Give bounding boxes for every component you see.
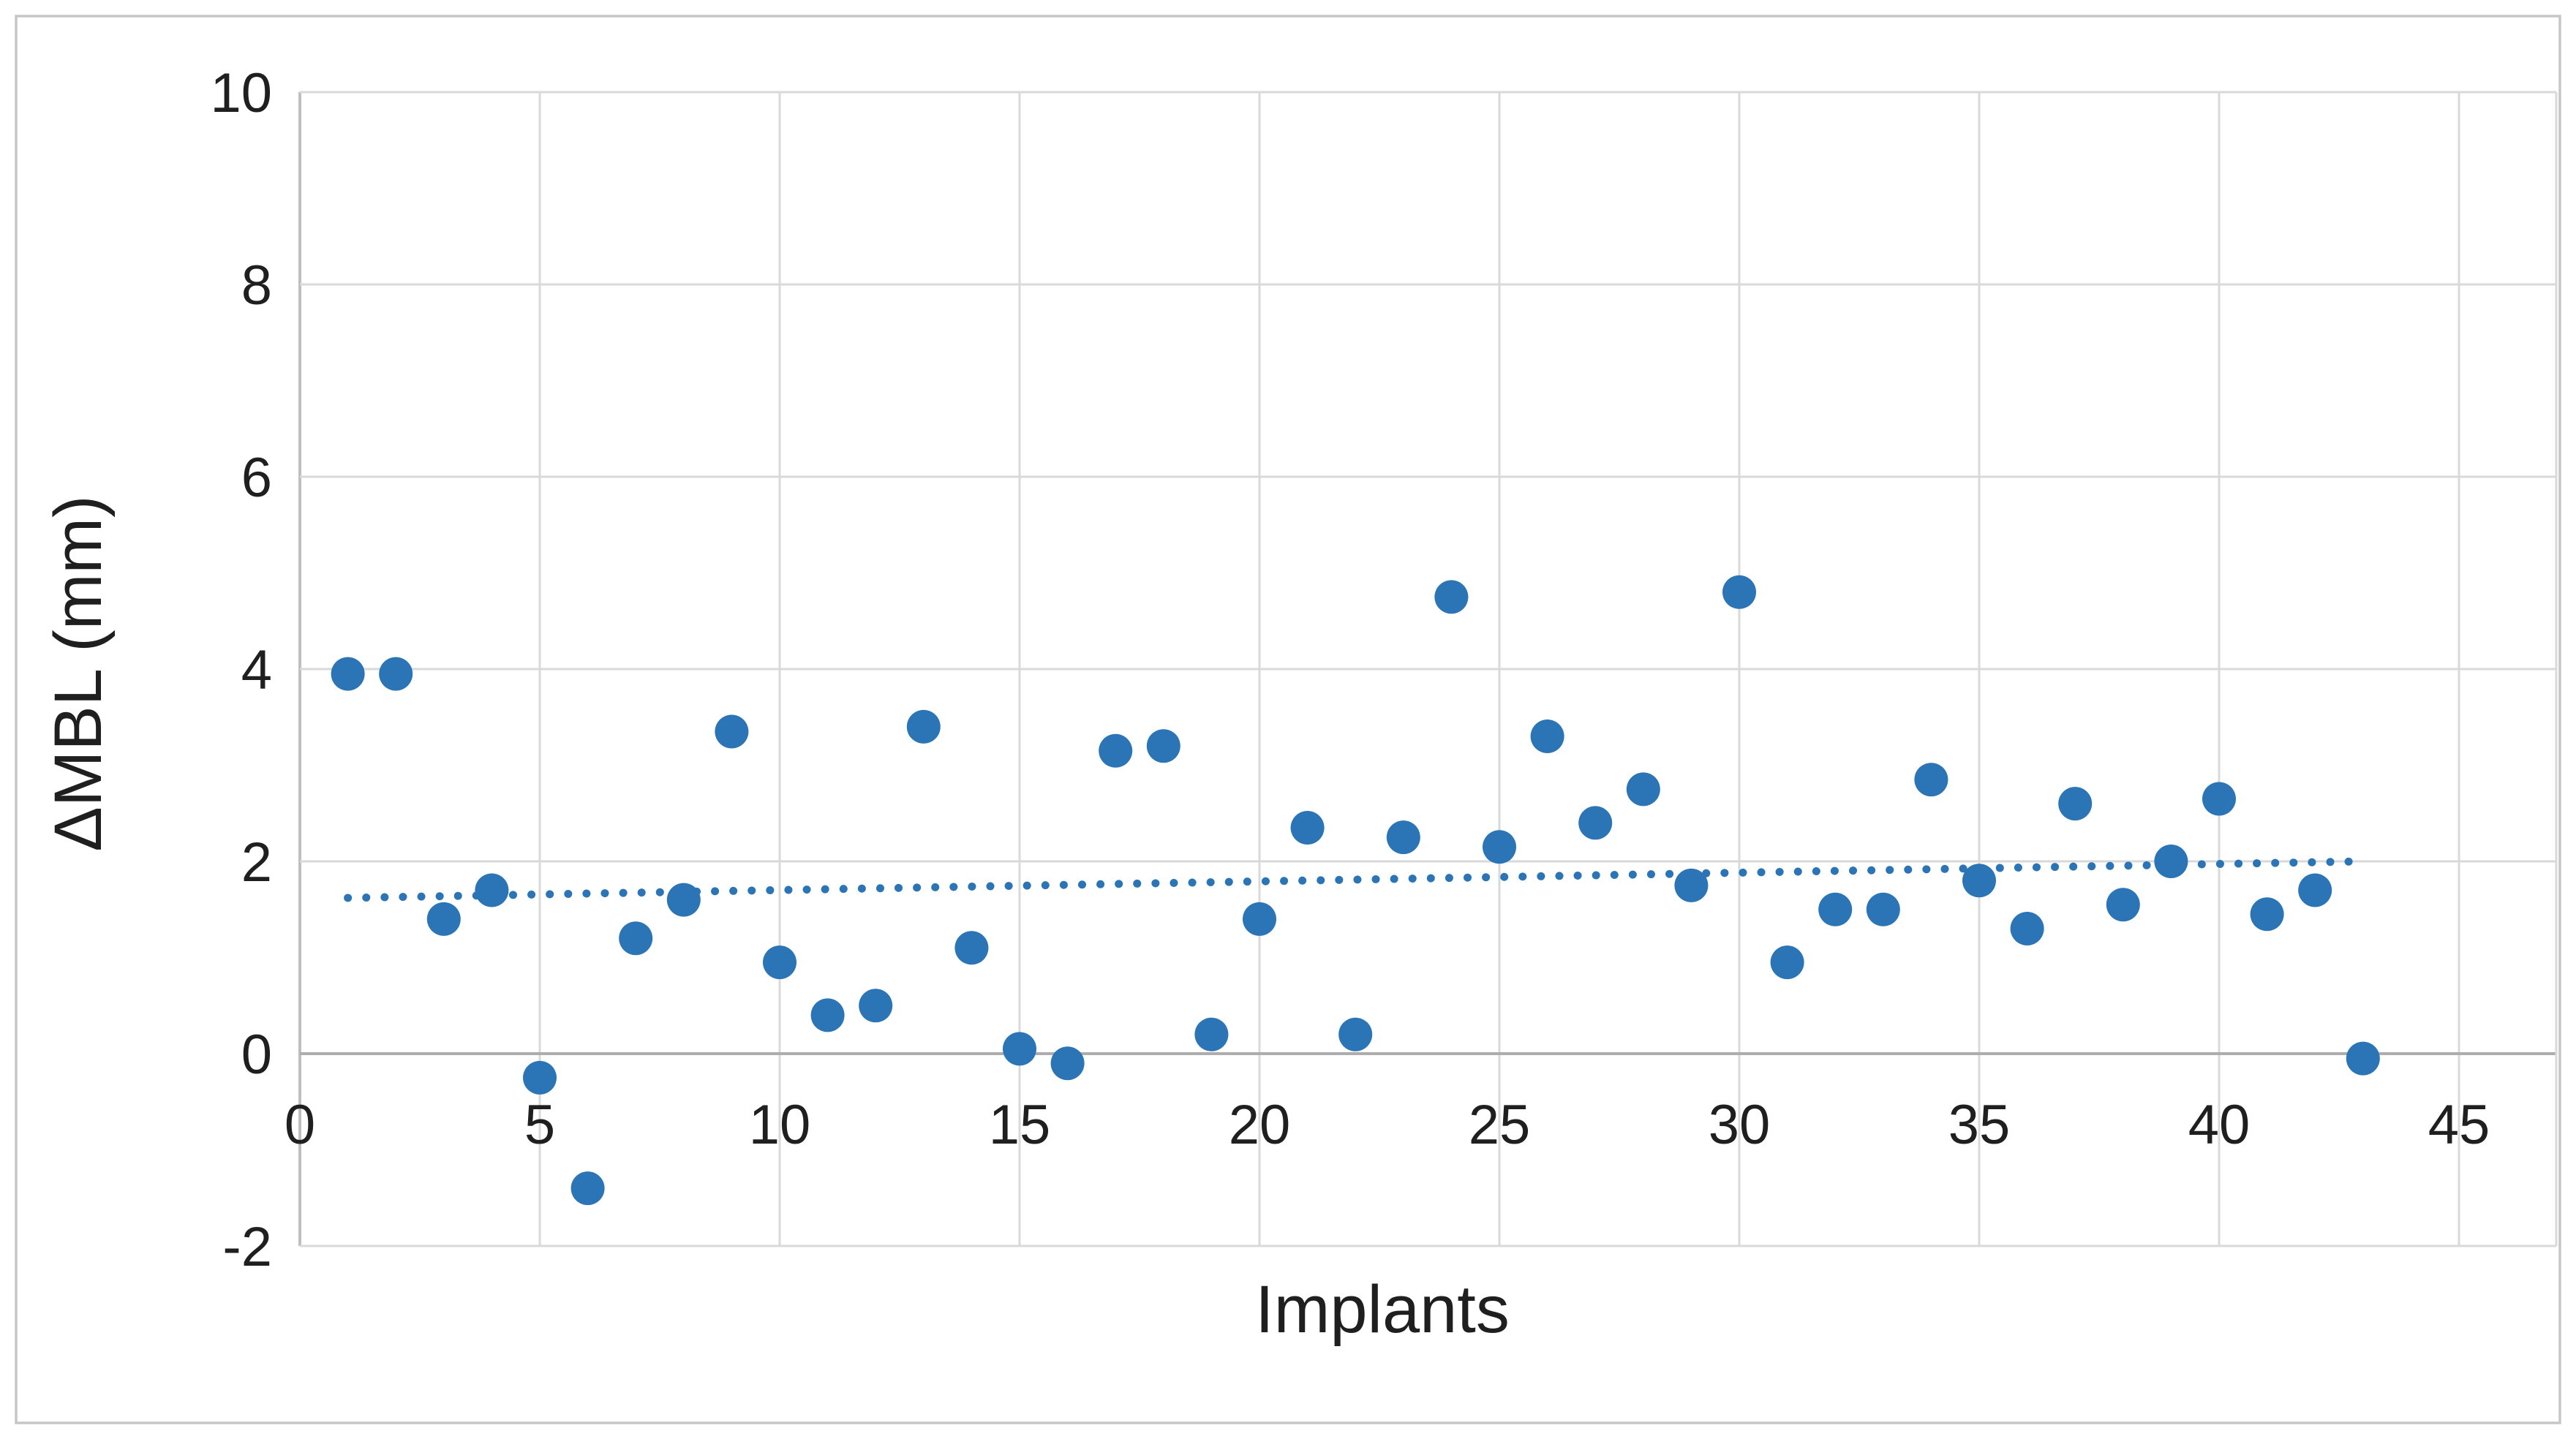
data-point — [1626, 772, 1660, 807]
y-tick-label: 6 — [241, 447, 272, 509]
x-tick-label: 40 — [2188, 1094, 2251, 1156]
data-point — [619, 921, 653, 956]
figure-border — [15, 15, 2561, 1424]
data-point — [1194, 1017, 1229, 1051]
data-point — [2298, 873, 2332, 907]
data-point — [859, 989, 893, 1023]
data-point — [810, 998, 845, 1032]
data-point — [331, 657, 365, 691]
data-point — [570, 1171, 605, 1206]
y-tick-label: 4 — [241, 639, 272, 701]
data-point — [426, 902, 461, 936]
y-tick-label: 2 — [241, 831, 272, 894]
data-point — [1099, 733, 1133, 768]
x-tick-label: 30 — [1709, 1094, 1771, 1156]
data-point — [1914, 763, 1948, 797]
data-point — [1578, 806, 1613, 840]
x-tick-label: 45 — [2428, 1094, 2490, 1156]
data-point — [1962, 864, 1996, 898]
trendline — [344, 857, 2368, 902]
data-point — [1866, 892, 1900, 926]
data-point — [1674, 868, 1709, 902]
x-tick-label: 5 — [524, 1094, 555, 1156]
data-point — [523, 1060, 557, 1095]
data-point — [1146, 729, 1180, 763]
data-point — [1530, 720, 1564, 753]
data-point — [1434, 580, 1469, 614]
data-point — [954, 931, 989, 965]
data-point — [763, 945, 796, 980]
data-point — [1386, 820, 1420, 855]
data-point — [1290, 811, 1325, 845]
data-point — [475, 873, 509, 907]
x-tick-label: 35 — [1948, 1094, 2011, 1156]
data-point — [906, 709, 941, 744]
x-tick-label: 25 — [1469, 1094, 1531, 1156]
data-point — [2202, 782, 2236, 816]
data-point — [2250, 897, 2284, 932]
x-axis-tick-labels: 0 5 10 15 20 25 30 35 40 45 — [285, 1094, 2490, 1156]
y-tick-label: 8 — [241, 254, 272, 317]
y-tick-label: -2 — [222, 1216, 272, 1278]
data-point — [379, 657, 413, 691]
x-tick-label: 10 — [749, 1094, 811, 1156]
data-point — [1722, 575, 1756, 609]
x-tick-label: 20 — [1229, 1094, 1291, 1156]
gridlines — [298, 91, 2556, 1247]
data-point — [1003, 1032, 1036, 1066]
data-point — [1243, 902, 1276, 936]
data-points — [331, 575, 2380, 1206]
data-point — [2106, 888, 2140, 922]
dotted-trendline — [344, 857, 2368, 902]
data-point — [1818, 892, 1853, 926]
data-point — [1338, 1017, 1373, 1051]
x-tick-label: 0 — [285, 1094, 315, 1156]
data-point — [2154, 845, 2188, 878]
data-point — [1483, 830, 1516, 864]
y-axis-title: ΔMBL (mm) — [41, 495, 116, 851]
data-point — [2346, 1041, 2380, 1076]
data-point — [715, 714, 749, 749]
data-point — [2058, 787, 2093, 821]
data-point — [1770, 945, 1804, 980]
y-tick-label: 10 — [210, 62, 272, 124]
x-tick-label: 15 — [989, 1094, 1051, 1156]
x-axis-title: Implants — [1255, 1272, 1510, 1347]
y-tick-label: 0 — [241, 1024, 272, 1086]
data-point — [1050, 1046, 1085, 1081]
data-point — [666, 883, 701, 917]
y-axis-tick-labels: -2 0 2 4 6 8 10 — [210, 62, 272, 1278]
data-point — [2010, 912, 2044, 945]
